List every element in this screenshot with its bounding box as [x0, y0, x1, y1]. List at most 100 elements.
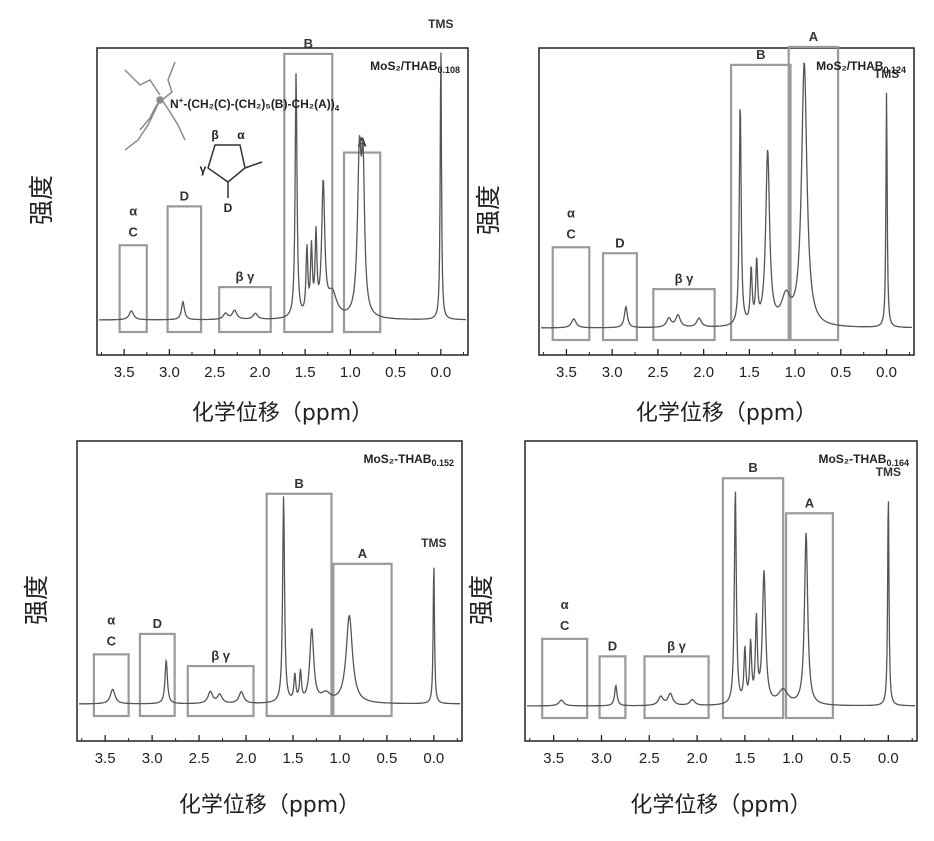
- plot-frame: [77, 441, 462, 741]
- region-label: A: [809, 29, 819, 44]
- x-axis-label: 化学位移（ppm）: [179, 793, 360, 818]
- x-tick-label: 1.5: [283, 750, 304, 767]
- region-label: C: [566, 226, 576, 241]
- y-axis-label: 强度: [467, 575, 496, 625]
- plot-frame: [539, 48, 914, 355]
- x-axis-label: 化学位移（ppm）: [630, 793, 811, 818]
- x-tick-label: 0.5: [830, 364, 851, 381]
- x-tick-label: 0.0: [876, 364, 897, 381]
- region-box: [219, 287, 271, 332]
- region-box: [600, 656, 626, 718]
- plot-frame: [97, 48, 468, 355]
- nmr-panel-3: 3.5 3.0 2.5 2.0 1.5 1.0 0.5 0.0 αC Dβ γ B A TMS MoS₂-…: [22, 441, 462, 818]
- x-tick-label: 1.5: [734, 750, 755, 767]
- formula-label: N+-(CH₂(C)-(CH₂)₅(B)-CH₂(A))4: [170, 96, 340, 113]
- x-axis-label: 化学位移（ppm）: [192, 401, 373, 426]
- region-label: D: [615, 235, 624, 250]
- spectrum-line: [541, 63, 912, 328]
- chart-title: MoS₂/THAB0.108: [370, 59, 460, 75]
- x-tick-label: 3.5: [543, 750, 564, 767]
- chart-title: MoS₂/THAB0.124: [816, 59, 906, 75]
- x-tick-label: 3.5: [114, 364, 135, 381]
- region-label: B: [304, 36, 313, 51]
- region-label: C: [128, 224, 138, 239]
- region-box: [645, 656, 709, 718]
- molecule-arm: [125, 70, 160, 95]
- region-box: [94, 654, 129, 716]
- x-tick-label: 2.5: [189, 750, 210, 767]
- x-tick-label: 2.5: [647, 364, 668, 381]
- x-tick-label: 2.5: [204, 364, 225, 381]
- region-label: C: [560, 618, 570, 633]
- region-label: A: [805, 495, 815, 510]
- x-tick-label: 1.5: [739, 364, 760, 381]
- molecule-arm: [140, 100, 160, 130]
- x-tick-label: 0.0: [878, 750, 899, 767]
- ring-label: D: [224, 201, 233, 215]
- x-tick-label: 2.0: [687, 750, 708, 767]
- x-tick-label: 2.5: [639, 750, 660, 767]
- region-box: [168, 206, 201, 332]
- x-tick-label: 0.5: [376, 750, 397, 767]
- x-tick-label: 1.0: [785, 364, 806, 381]
- spectrum-line: [527, 492, 915, 706]
- nmr-panel-2: 3.53.02.52.01.51.00.50.0αCDβ γBATMSMoS₂/…: [474, 29, 914, 426]
- x-tick-label: 0.0: [423, 750, 444, 767]
- ring-bond: [245, 162, 262, 168]
- x-tick-label: 3.0: [142, 750, 163, 767]
- x-tick-label: 3.0: [159, 364, 180, 381]
- x-tick-label: 2.0: [249, 364, 270, 381]
- x-tick-label: 1.0: [782, 750, 803, 767]
- region-box: [188, 666, 254, 716]
- region-label: α: [129, 203, 137, 218]
- region-label: D: [180, 188, 189, 203]
- region-label: C: [107, 633, 117, 648]
- region-label: A: [358, 546, 368, 561]
- region-label: α: [567, 205, 575, 220]
- x-tick-label: 3.0: [591, 750, 612, 767]
- ring-label: β: [211, 128, 218, 142]
- region-label: B: [294, 476, 303, 491]
- x-tick-label: 1.5: [295, 364, 316, 381]
- region-box: [344, 153, 380, 332]
- spectrum-line: [79, 496, 460, 703]
- region-label: β γ: [675, 271, 695, 286]
- region-label: β γ: [667, 638, 687, 653]
- region-box: [731, 65, 790, 340]
- region-label: α: [107, 612, 115, 627]
- molecule-arm: [162, 62, 175, 100]
- region-box: [786, 513, 833, 718]
- x-tick-label: 3.5: [95, 750, 116, 767]
- chemical-structure: N+-(CH₂(C)-(CH₂)₅(B)-CH₂(A))4βαγD: [125, 62, 340, 215]
- tms-label: TMS: [428, 17, 453, 31]
- region-label: β γ: [211, 648, 231, 663]
- spectrum-line: [99, 53, 466, 320]
- x-tick-label: 2.0: [693, 364, 714, 381]
- region-box: [553, 247, 590, 340]
- y-axis-label: 强度: [27, 175, 56, 225]
- x-tick-label: 1.0: [340, 364, 361, 381]
- region-label: B: [748, 460, 757, 475]
- x-tick-label: 0.5: [385, 364, 406, 381]
- nmr-panel-1: 3.53.02.52.01.51.00.50.0αCDβ γBATMSMoS₂/…: [27, 17, 468, 426]
- x-tick-label: 1.0: [329, 750, 350, 767]
- chart-title: MoS₂-THAB0.164: [818, 452, 909, 468]
- x-tick-label: 0.0: [430, 364, 451, 381]
- x-tick-label: 0.5: [830, 750, 851, 767]
- region-box: [653, 289, 714, 340]
- ring-label: α: [237, 128, 245, 142]
- chart-title: MoS₂-THAB0.152: [363, 452, 454, 468]
- region-label: D: [153, 616, 162, 631]
- region-box: [333, 564, 391, 716]
- region-label: B: [756, 47, 765, 62]
- y-axis-label: 强度: [22, 575, 51, 625]
- region-box: [284, 54, 332, 332]
- ring-shape: [208, 145, 245, 182]
- molecule-center: [157, 97, 163, 103]
- region-label: β γ: [236, 269, 256, 284]
- tms-label: TMS: [421, 536, 446, 550]
- x-tick-label: 2.0: [236, 750, 257, 767]
- x-tick-label: 3.0: [602, 364, 623, 381]
- x-tick-label: 3.5: [556, 364, 577, 381]
- ring-label: γ: [200, 162, 207, 176]
